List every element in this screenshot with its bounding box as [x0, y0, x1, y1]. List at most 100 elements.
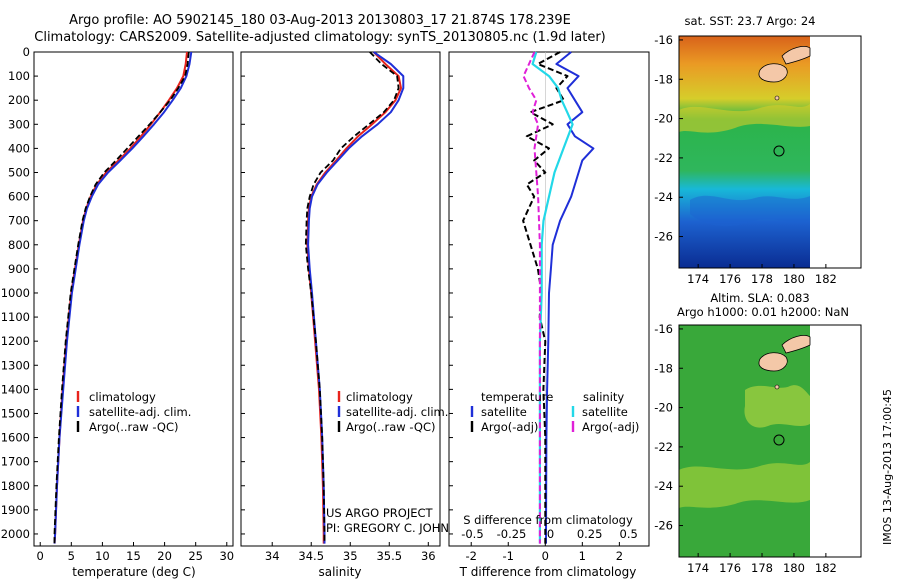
y-tick-label: 1100 — [1, 310, 30, 324]
temperature-panel: 0 5 10 15 20 25 30 0 100 200 300 400 500 600 700 800 90… — [1, 45, 234, 579]
x2-tick-label: -0.25 — [497, 527, 527, 541]
legend-argo-label: Argo(..raw -QC) — [346, 420, 436, 434]
series-line-temperature-satellite — [545, 51, 595, 544]
island-viti-levu — [758, 63, 788, 83]
sla-high-band — [679, 462, 810, 508]
x-tick-label: 174 — [687, 561, 709, 575]
x-tick-label: 5 — [68, 549, 75, 563]
figure-title-line1: Argo profile: AO 5902145_180 03-Aug-2013… — [69, 13, 571, 28]
x-tick-label: 1 — [579, 549, 586, 563]
sst-warm-blob — [679, 104, 810, 133]
y-tick-label: 2000 — [1, 527, 30, 541]
x-tick-label: 176 — [719, 561, 741, 575]
sst-map: sat. SST: 23.7 Argo: 24 174 176 178 180 182 -… — [654, 14, 862, 286]
difference-s-xlabel: S difference from climatology — [463, 513, 633, 527]
x-tick-label: 34.5 — [298, 549, 324, 563]
salinity-panel: 34 34.5 35 35.5 36 salinity climatology sate… — [240, 51, 474, 579]
y-tick-label: -26 — [654, 230, 673, 244]
y-tick-label: -22 — [654, 440, 673, 454]
y-tick-label: 500 — [8, 165, 30, 179]
y-tick-label: -24 — [654, 479, 673, 493]
sla-field — [679, 325, 810, 557]
x-tick-label: 2 — [616, 549, 623, 563]
legend-argo-label: Argo(..raw -QC) — [89, 420, 179, 434]
y-tick-label: 1500 — [1, 406, 30, 420]
x-tick-label: -1 — [503, 549, 514, 563]
y-tick-label: 800 — [8, 238, 30, 252]
sla-high-patch — [744, 385, 810, 428]
x-tick-label: 35.5 — [376, 549, 402, 563]
y-tick-label: -20 — [654, 112, 673, 126]
y-tick-label: 1300 — [1, 358, 30, 372]
island-vanua-levu — [781, 46, 811, 65]
x-tick-label: 178 — [751, 272, 773, 286]
y-tick-label: -16 — [654, 33, 673, 47]
legend-s-argo-label: Argo(-adj) — [582, 420, 639, 434]
y-tick-label: 1800 — [1, 479, 30, 493]
timestamp-stamp: IMOS 13-Aug-2013 17:00:45 — [881, 389, 894, 545]
sst-map-border — [678, 35, 862, 269]
y-tick-label: 300 — [8, 117, 30, 131]
island-small — [774, 384, 780, 390]
y-tick-label: 600 — [8, 190, 30, 204]
x-tick-label: 20 — [157, 549, 172, 563]
y-tick-label: 900 — [8, 262, 30, 276]
y-tick-label: -20 — [654, 401, 673, 415]
salinity-xlabel: salinity — [318, 565, 361, 579]
temperature-legend: climatology satellite-adj. clim. Argo(..… — [76, 390, 191, 434]
series-line-argo-raw-qc- — [304, 51, 400, 544]
y-tick-label: 100 — [8, 69, 30, 83]
x-tick-label: 176 — [719, 272, 741, 286]
island-small — [774, 95, 780, 101]
x-tick-label: 174 — [687, 272, 709, 286]
y-tick-label: -18 — [654, 361, 673, 375]
x-tick-label: 35 — [343, 549, 358, 563]
series-line-satellite-adj-clim- — [307, 51, 405, 544]
x-tick-label: 25 — [188, 549, 203, 563]
legend-satellite-label: satellite-adj. clim. — [346, 405, 448, 419]
fiji-islands — [758, 335, 811, 390]
x-tick-label: 0 — [37, 549, 44, 563]
sla-argo-position-marker — [773, 434, 785, 446]
figure-title-line2: Climatology: CARS2009. Satellite-adjuste… — [34, 30, 606, 45]
x2-tick-label: 0.25 — [577, 527, 603, 541]
y-tick-label: 1600 — [1, 431, 30, 445]
credit-project: US ARGO PROJECT — [326, 506, 434, 520]
legend-t-argo-label: Argo(-adj) — [481, 420, 538, 434]
sla-map: Altim. SLA: 0.083 Argo h1000: 0.01 h2000… — [654, 291, 862, 575]
y-tick-label: -24 — [654, 190, 673, 204]
legend-t-satellite-label: satellite — [481, 405, 527, 419]
series-line-satellite-adj-clim- — [53, 51, 193, 544]
y-tick-label: 1700 — [1, 455, 30, 469]
x-tick-label: 182 — [815, 272, 837, 286]
sla-map-subtitle: Argo h1000: 0.01 h2000: NaN — [677, 305, 849, 319]
series-line-salinity-argo-adj- — [522, 51, 541, 544]
salinity-plot-area — [240, 51, 441, 547]
x-tick-label: 178 — [751, 561, 773, 575]
difference-legend: temperature satellite Argo(-adj) salinit… — [470, 390, 639, 434]
sst-map-title: sat. SST: 23.7 Argo: 24 — [685, 14, 816, 28]
y-tick-label: 1400 — [1, 382, 30, 396]
y-tick-label: 0 — [23, 45, 30, 59]
salinity-legend: climatology satellite-adj. clim. Argo(..… — [337, 390, 448, 434]
y-tick-label: 1200 — [1, 334, 30, 348]
y-tick-label: -16 — [654, 322, 673, 336]
x-tick-label: 180 — [783, 272, 805, 286]
difference-t-xlabel: T difference from climatology — [459, 565, 637, 579]
x-tick-label: 182 — [815, 561, 837, 575]
credit-pi: PI: GREGORY C. JOHNSON — [326, 521, 474, 535]
fiji-islands — [758, 46, 811, 101]
y-tick-label: -22 — [654, 151, 673, 165]
x-tick-label: 180 — [783, 561, 805, 575]
y-tick-label: -26 — [654, 519, 673, 533]
x-tick-label: 30 — [219, 549, 234, 563]
x-tick-label: -2 — [465, 549, 476, 563]
x2-tick-label: 0.5 — [620, 527, 638, 541]
temperature-xlabel: temperature (deg C) — [72, 565, 195, 579]
x-tick-label: 10 — [95, 549, 110, 563]
y-tick-label: 1000 — [1, 286, 30, 300]
y-tick-label: 200 — [8, 93, 30, 107]
y-tick-label: -18 — [654, 72, 673, 86]
island-vanua-levu — [781, 335, 811, 354]
sla-map-title: Altim. SLA: 0.083 — [710, 291, 809, 305]
